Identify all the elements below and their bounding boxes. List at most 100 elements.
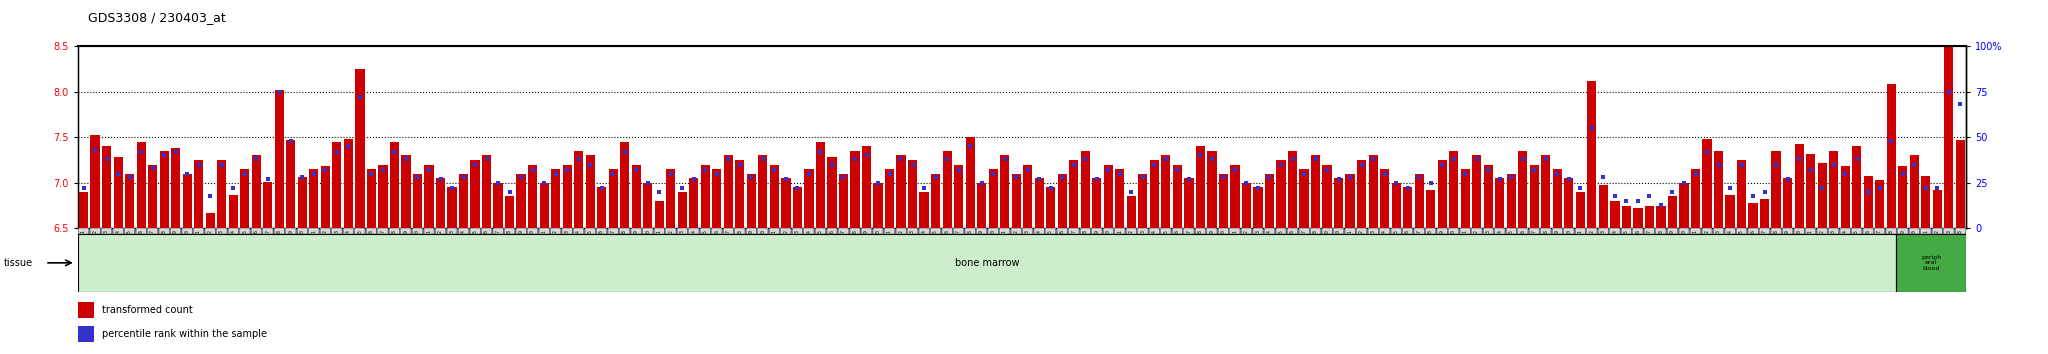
Text: GSM311820: GSM311820 — [760, 229, 766, 255]
Point — [631, 180, 664, 185]
Point — [643, 189, 676, 195]
Point — [1288, 171, 1321, 177]
Text: GSM311783: GSM311783 — [334, 229, 340, 255]
Bar — [1368, 228, 1378, 234]
Bar — [147, 228, 158, 234]
Point — [1944, 102, 1976, 107]
Bar — [1358, 160, 1366, 228]
Bar — [1012, 174, 1020, 228]
Bar — [1425, 190, 1436, 228]
Text: GSM311893: GSM311893 — [1602, 229, 1606, 255]
Point — [516, 167, 549, 173]
Bar — [723, 155, 733, 228]
Bar — [838, 228, 850, 234]
Point — [907, 185, 940, 191]
Text: GSM311811: GSM311811 — [657, 229, 662, 255]
Bar — [1298, 169, 1309, 228]
Bar — [1149, 228, 1159, 234]
Bar — [1921, 176, 1931, 228]
Bar — [135, 228, 147, 234]
Text: GSM311909: GSM311909 — [1786, 229, 1790, 255]
Text: GSM311875: GSM311875 — [1393, 229, 1399, 255]
Text: GSM311905: GSM311905 — [1739, 229, 1745, 255]
Bar — [1804, 228, 1817, 234]
Point — [1759, 162, 1792, 167]
Text: GSM311902: GSM311902 — [1704, 229, 1710, 255]
Bar — [895, 228, 907, 234]
Point — [827, 175, 860, 180]
Text: GSM311829: GSM311829 — [864, 229, 868, 255]
Bar — [885, 169, 895, 228]
Bar — [1298, 228, 1309, 234]
Point — [354, 171, 387, 177]
Point — [1034, 185, 1067, 191]
Text: GSM311879: GSM311879 — [1440, 229, 1444, 255]
Bar — [1634, 208, 1642, 228]
Text: GSM311866: GSM311866 — [1290, 229, 1294, 255]
Bar — [1092, 228, 1102, 234]
Bar — [205, 213, 215, 228]
Point — [78, 147, 111, 153]
Text: GSM311768: GSM311768 — [162, 229, 166, 255]
Text: GSM311800: GSM311800 — [530, 229, 535, 255]
Bar — [1794, 228, 1804, 234]
Bar — [504, 228, 514, 234]
Bar — [631, 228, 641, 234]
Point — [850, 153, 883, 158]
Bar — [1206, 228, 1217, 234]
Text: GSM311843: GSM311843 — [1026, 229, 1030, 255]
Point — [1507, 156, 1540, 162]
Point — [1057, 162, 1090, 167]
Bar — [573, 151, 584, 228]
Bar — [1333, 178, 1343, 228]
Point — [1841, 156, 1874, 162]
Text: GSM311822: GSM311822 — [784, 229, 788, 255]
Point — [90, 156, 123, 162]
Point — [401, 175, 434, 180]
Text: GSM311865: GSM311865 — [1278, 229, 1284, 255]
Text: GSM311792: GSM311792 — [438, 229, 442, 255]
Text: GSM311901: GSM311901 — [1694, 229, 1698, 255]
Bar — [666, 169, 676, 228]
Bar — [1057, 228, 1067, 234]
Point — [1657, 189, 1690, 195]
Bar — [1851, 146, 1862, 228]
Text: GSM311895: GSM311895 — [1624, 229, 1628, 255]
Text: GSM311799: GSM311799 — [518, 229, 524, 255]
Bar — [1759, 228, 1769, 234]
Bar — [1276, 160, 1286, 228]
Bar — [1346, 228, 1356, 234]
Text: GSM311884: GSM311884 — [1497, 229, 1503, 255]
Text: GSM311810: GSM311810 — [645, 229, 651, 255]
Bar — [1241, 228, 1251, 234]
Bar — [182, 174, 193, 228]
Point — [229, 171, 262, 177]
Point — [713, 156, 745, 162]
Text: GSM311900: GSM311900 — [1681, 229, 1686, 255]
Bar — [424, 228, 434, 234]
Bar — [608, 169, 618, 228]
Point — [920, 175, 952, 180]
Point — [1460, 156, 1493, 162]
Point — [897, 162, 930, 167]
Text: GSM311874: GSM311874 — [1382, 229, 1386, 255]
Point — [1724, 162, 1757, 167]
Text: GSM311855: GSM311855 — [1163, 229, 1167, 255]
Point — [1898, 162, 1931, 167]
Bar — [1438, 228, 1448, 234]
Bar — [1034, 228, 1044, 234]
Text: GSM311846: GSM311846 — [1059, 229, 1065, 255]
Bar — [1126, 196, 1137, 228]
Text: GSM311832: GSM311832 — [899, 229, 903, 255]
Bar — [1149, 160, 1159, 228]
Bar — [618, 228, 631, 234]
Bar — [1266, 174, 1274, 228]
Point — [1909, 185, 1942, 191]
Bar — [1495, 178, 1505, 228]
Text: GSM311839: GSM311839 — [979, 229, 985, 255]
Bar — [735, 228, 745, 234]
Text: GSM311894: GSM311894 — [1612, 229, 1618, 255]
Bar — [526, 228, 539, 234]
Bar — [1044, 228, 1057, 234]
Bar — [700, 165, 711, 228]
